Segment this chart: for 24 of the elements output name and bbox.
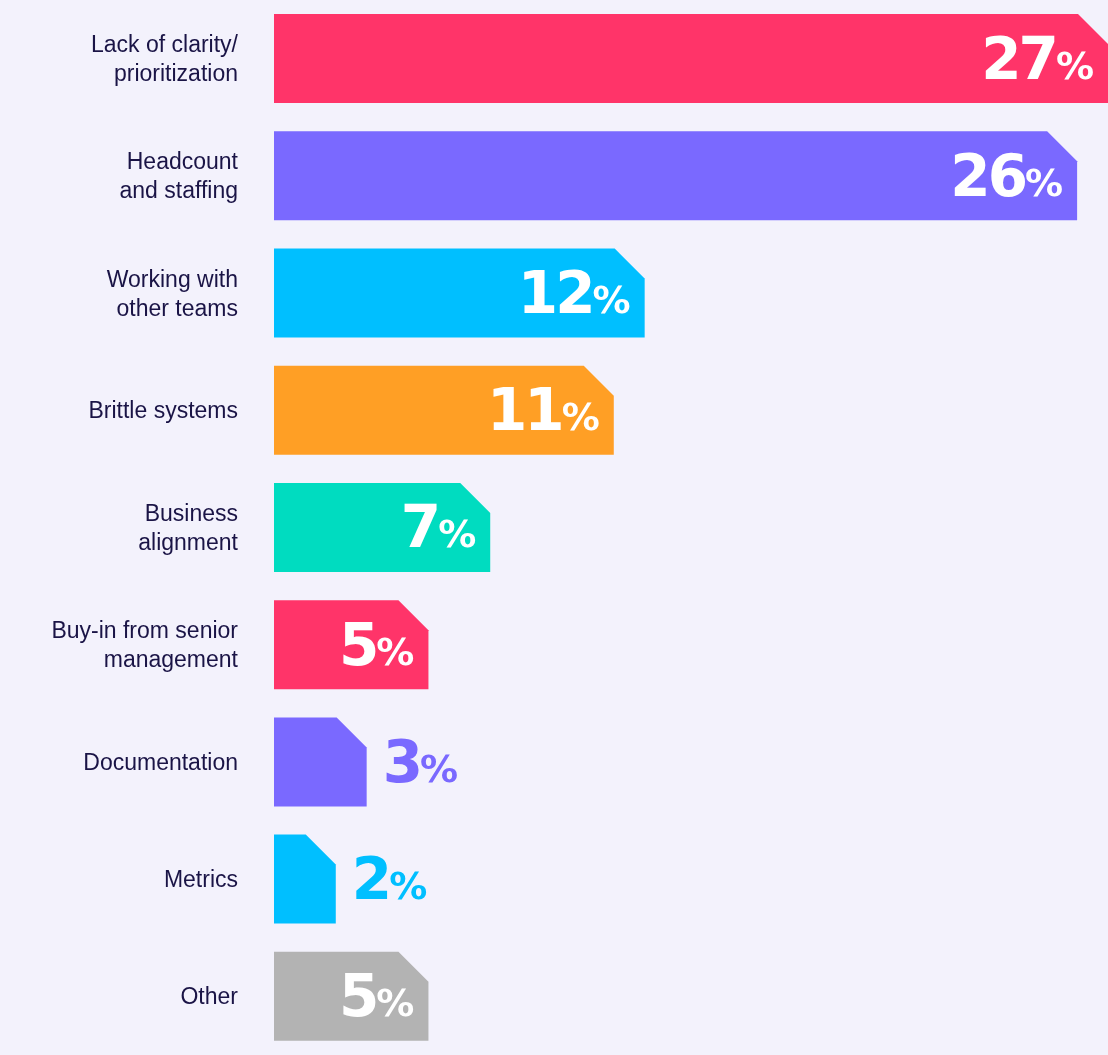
data-label: 27% [981, 24, 1094, 93]
data-label: 5% [339, 610, 415, 679]
y-tick-label: Documentation [83, 748, 238, 775]
y-tick-label: Metrics [163, 866, 238, 893]
bar [274, 482, 491, 572]
y-tick-label: Other [180, 983, 239, 1010]
bar [274, 365, 614, 455]
bar [274, 717, 367, 807]
y-tick-label: Business alignment [138, 500, 239, 555]
data-label: 12% [517, 259, 631, 328]
bar [274, 131, 1078, 221]
bar [274, 248, 645, 338]
data-label: 5% [339, 962, 415, 1031]
y-tick-label: Buy-in from senior management [51, 617, 239, 673]
y-tick-label: Headcount and staffing [119, 148, 239, 204]
data-label: 11% [486, 376, 600, 445]
data-label: 7% [400, 493, 477, 562]
y-tick-label: Working with other teams [106, 265, 238, 321]
data-label: 26% [950, 141, 1064, 210]
y-tick-label: Brittle systems [88, 397, 238, 424]
data-label: 2% [351, 845, 428, 914]
bar [274, 14, 1108, 104]
y-tick-label: Lack of clarity/ prioritization [91, 31, 239, 87]
data-label: 3% [382, 727, 459, 796]
